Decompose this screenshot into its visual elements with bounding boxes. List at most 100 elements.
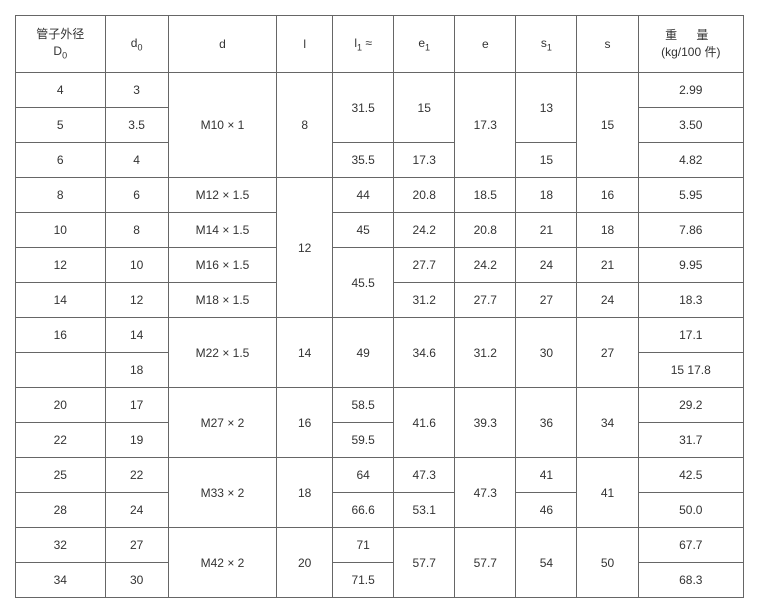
cell-l1: 35.5: [333, 143, 394, 178]
table-row: 12 10 M16 × 1.5 45.5 27.7 24.2 24 21 9.9…: [16, 248, 744, 283]
cell-D0: 5: [16, 108, 106, 143]
cell-l1: 58.5: [333, 388, 394, 423]
cell-s: 24: [577, 283, 638, 318]
cell-s: 21: [577, 248, 638, 283]
cell-l1: 71.5: [333, 563, 394, 598]
cell-s: 41: [577, 458, 638, 528]
cell-d: M42 × 2: [168, 528, 277, 598]
cell-wt: 50.0: [638, 493, 743, 528]
cell-wt: 7.86: [638, 213, 743, 248]
cell-l: 14: [277, 318, 333, 388]
cell-d: M27 × 2: [168, 388, 277, 458]
cell-e1: 20.8: [394, 178, 455, 213]
col-d: d: [168, 16, 277, 73]
cell-D0: 6: [16, 143, 106, 178]
table-row: 8 6 M12 × 1.5 12 44 20.8 18.5 18 16 5.95: [16, 178, 744, 213]
col-D0-label2-sub: 0: [62, 50, 67, 60]
cell-s: 50: [577, 528, 638, 598]
cell-e1: 27.7: [394, 248, 455, 283]
cell-wt: 67.7: [638, 528, 743, 563]
cell-d: M10 × 1: [168, 73, 277, 178]
col-l1: l1 ≈: [333, 16, 394, 73]
col-D0-label1: 管子外径: [36, 27, 84, 41]
cell-d0: 3.5: [105, 108, 168, 143]
cell-e1: 31.2: [394, 283, 455, 318]
cell-l1: 49: [333, 318, 394, 388]
cell-l: 18: [277, 458, 333, 528]
cell-e: 27.7: [455, 283, 516, 318]
col-weight-label1: 重 量: [665, 28, 716, 42]
cell-d: M14 × 1.5: [168, 213, 277, 248]
cell-l1: 66.6: [333, 493, 394, 528]
cell-d0: 14: [105, 318, 168, 353]
cell-wt: 68.3: [638, 563, 743, 598]
table-row: 20 17 M27 × 2 16 58.5 41.6 39.3 36 34 29…: [16, 388, 744, 423]
cell-d0: 4: [105, 143, 168, 178]
cell-s: 16: [577, 178, 638, 213]
col-weight-label2: (kg/100 件): [661, 45, 720, 59]
table-row: 25 22 M33 × 2 18 64 47.3 47.3 41 41 42.5: [16, 458, 744, 493]
cell-d0: 19: [105, 423, 168, 458]
cell-e1: 47.3: [394, 458, 455, 493]
cell-e1: 34.6: [394, 318, 455, 388]
cell-D0: 20: [16, 388, 106, 423]
cell-wt: 29.2: [638, 388, 743, 423]
cell-s1: 36: [516, 388, 577, 458]
cell-s1: 27: [516, 283, 577, 318]
col-e1: e1: [394, 16, 455, 73]
cell-l: 8: [277, 73, 333, 178]
cell-wt: 2.99: [638, 73, 743, 108]
cell-e: 39.3: [455, 388, 516, 458]
cell-D0: 12: [16, 248, 106, 283]
col-l1-post: ≈: [362, 36, 372, 50]
table-row: 16 14 M22 × 1.5 14 49 34.6 31.2 30 27 17…: [16, 318, 744, 353]
cell-l1: 44: [333, 178, 394, 213]
cell-wt: 9.95: [638, 248, 743, 283]
cell-wt: 4.82: [638, 143, 743, 178]
cell-s1: 21: [516, 213, 577, 248]
cell-e1: 17.3: [394, 143, 455, 178]
cell-l: 12: [277, 178, 333, 318]
cell-D0: 8: [16, 178, 106, 213]
cell-s: 18: [577, 213, 638, 248]
cell-d0: 27: [105, 528, 168, 563]
cell-l: 20: [277, 528, 333, 598]
cell-e1: 53.1: [394, 493, 455, 528]
cell-l1: 45.5: [333, 248, 394, 318]
cell-e: 20.8: [455, 213, 516, 248]
cell-s: 34: [577, 388, 638, 458]
cell-s1: 15: [516, 143, 577, 178]
cell-d: M22 × 1.5: [168, 318, 277, 388]
col-d0-sub: 0: [137, 42, 142, 52]
cell-d: M12 × 1.5: [168, 178, 277, 213]
cell-D0: 10: [16, 213, 106, 248]
cell-e1: 41.6: [394, 388, 455, 458]
table-row: 32 27 M42 × 2 20 71 57.7 57.7 54 50 67.7: [16, 528, 744, 563]
cell-e: 18.5: [455, 178, 516, 213]
cell-D0: 14: [16, 283, 106, 318]
cell-d0: 30: [105, 563, 168, 598]
cell-e: 31.2: [455, 318, 516, 388]
header-row: 管子外径 D0 d0 d l l1 ≈ e1 e s1 s 重 量 (kg/10…: [16, 16, 744, 73]
cell-s1: 24: [516, 248, 577, 283]
cell-s1: 54: [516, 528, 577, 598]
cell-d0: 12: [105, 283, 168, 318]
cell-wt: 31.7: [638, 423, 743, 458]
col-weight: 重 量 (kg/100 件): [638, 16, 743, 73]
cell-D0: 25: [16, 458, 106, 493]
cell-d0: 22: [105, 458, 168, 493]
cell-d0: 3: [105, 73, 168, 108]
cell-wt: 15 17.8: [638, 353, 743, 388]
cell-d0: 18: [105, 353, 168, 388]
cell-wt: 42.5: [638, 458, 743, 493]
cell-s1: 18: [516, 178, 577, 213]
col-l: l: [277, 16, 333, 73]
cell-d0: 24: [105, 493, 168, 528]
spec-table: 管子外径 D0 d0 d l l1 ≈ e1 e s1 s 重 量 (kg/10…: [15, 15, 744, 598]
col-s1-sub: 1: [547, 42, 552, 52]
cell-l1: 71: [333, 528, 394, 563]
col-d0: d0: [105, 16, 168, 73]
table-row: 4 3 M10 × 1 8 31.5 15 17.3 13 15 2.99: [16, 73, 744, 108]
cell-wt: 5.95: [638, 178, 743, 213]
cell-d0: 6: [105, 178, 168, 213]
